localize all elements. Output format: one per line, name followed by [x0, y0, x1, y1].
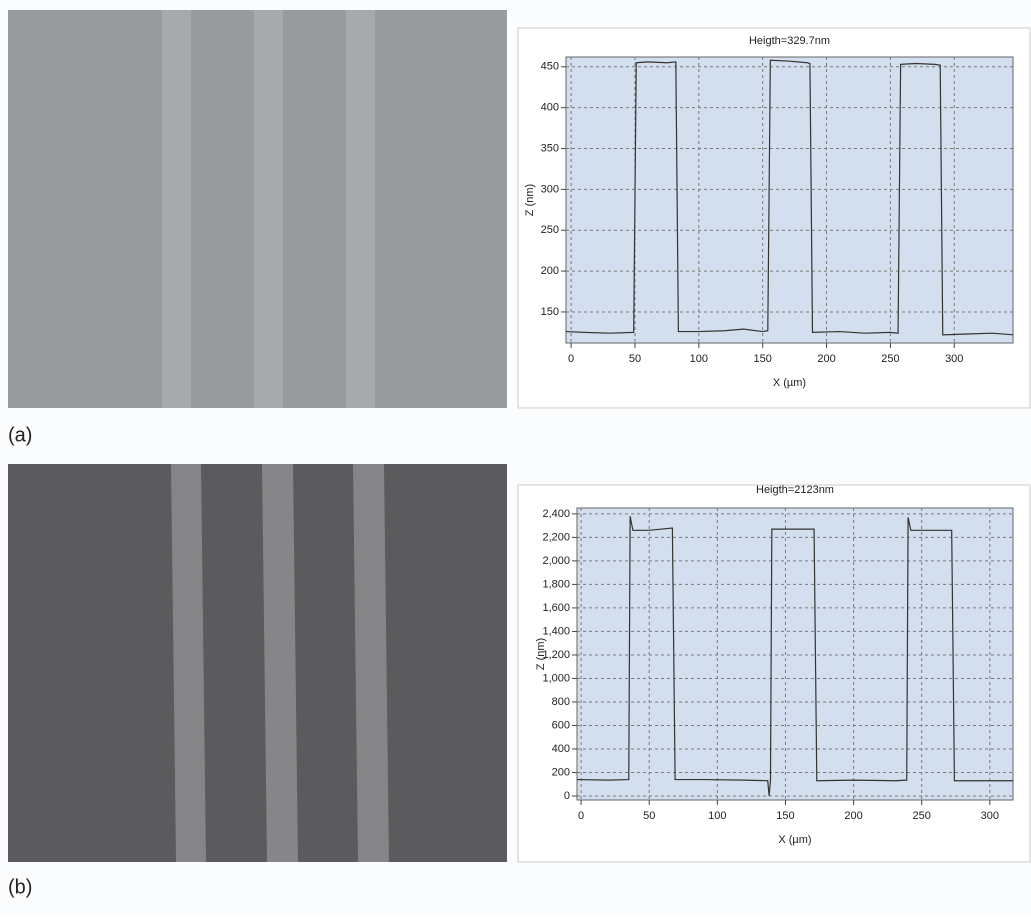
y-tick-label: 150: [541, 306, 559, 318]
x-tick-label: 100: [690, 353, 708, 365]
x-tick-label: 100: [708, 810, 726, 822]
x-tick-label: 300: [981, 810, 999, 822]
y-tick-label: 0: [564, 790, 570, 802]
y-tick-label: 200: [541, 265, 559, 277]
x-tick-label: 200: [817, 353, 835, 365]
y-tick-label: 200: [552, 766, 570, 778]
y-tick-label: 1,800: [542, 578, 570, 590]
panel-label: (b): [8, 876, 32, 898]
x-tick-label: 300: [945, 353, 963, 365]
x-tick-label: 50: [643, 810, 655, 822]
y-tick-label: 250: [541, 224, 559, 236]
x-tick-label: 200: [844, 810, 862, 822]
x-tick-label: 250: [881, 353, 899, 365]
y-tick-label: 400: [541, 102, 559, 114]
y-axis-label: Z (nm): [524, 184, 536, 216]
y-tick-label: 2,200: [542, 531, 570, 543]
x-axis-label: X (µm): [773, 377, 806, 389]
y-tick-label: 400: [552, 743, 570, 755]
y-tick-label: 1,600: [542, 602, 570, 614]
x-tick-label: 0: [578, 810, 584, 822]
x-axis-label: X (µm): [778, 834, 811, 846]
y-tick-label: 450: [541, 61, 559, 73]
y-tick-label: 1,400: [542, 625, 570, 637]
y-tick-label: 350: [541, 142, 559, 154]
y-tick-label: 800: [552, 696, 570, 708]
y-tick-label: 1,200: [542, 649, 570, 661]
chart-title: Heigth=2123nm: [756, 484, 834, 496]
plot-area: [577, 508, 1013, 800]
panel-label: (a): [8, 424, 32, 446]
plot-area: [566, 57, 1013, 343]
x-tick-label: 150: [754, 353, 772, 365]
y-tick-label: 300: [541, 183, 559, 195]
x-tick-label: 50: [629, 353, 641, 365]
y-tick-label: 2,000: [542, 555, 570, 567]
x-tick-label: 150: [776, 810, 794, 822]
figure: (a) (b) Heigth=329.7nm X (µm) Z (nm) 0 50 100…: [0, 0, 1031, 916]
x-tick-label: 0: [568, 353, 574, 365]
y-tick-label: 1,000: [542, 672, 570, 684]
micrograph-a: [8, 10, 507, 408]
y-tick-label: 2,400: [542, 508, 570, 520]
micrograph-b: [8, 464, 507, 862]
y-tick-label: 600: [552, 719, 570, 731]
chart-title: Heigth=329.7nm: [749, 35, 830, 47]
x-tick-label: 250: [913, 810, 931, 822]
